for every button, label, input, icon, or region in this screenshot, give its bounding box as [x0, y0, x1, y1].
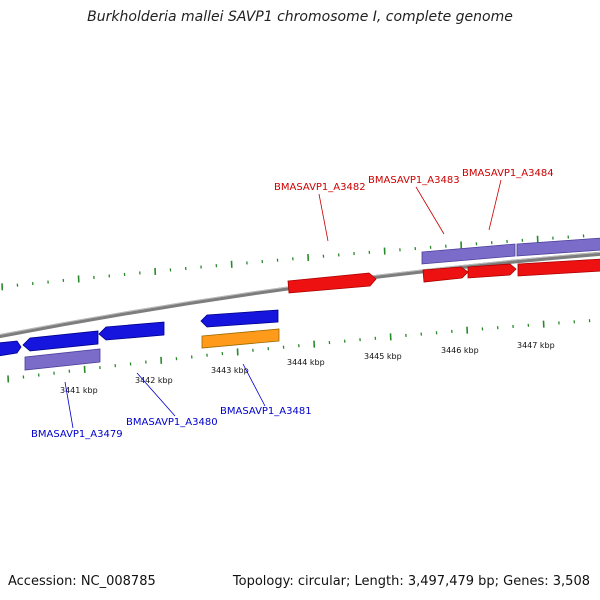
- forward-gene-labels: BMASAVP1_A3482 BMASAVP1_A3483 BMASAVP1_A…: [274, 168, 554, 242]
- cds-forward-A3484b[interactable]: [517, 258, 600, 277]
- scale-labels: 3441 kbp 3442 kbp 3443 kbp 3444 kbp 3445…: [60, 341, 555, 395]
- cds-forward-A3484a[interactable]: [467, 263, 517, 279]
- scale-label: 3442 kbp: [135, 376, 173, 385]
- cds-reverse-A3480[interactable]: [98, 321, 165, 341]
- scale-label: 3443 kbp: [211, 366, 249, 375]
- gene-feature-A3483[interactable]: [421, 243, 516, 265]
- map-title: Burkholderia mallei SAVP1 chromosome I, …: [87, 9, 513, 25]
- cds-reverse-A3481[interactable]: [200, 309, 279, 328]
- gene-feature-A3479[interactable]: [24, 348, 101, 371]
- gene-label-A3480[interactable]: BMASAVP1_A3480: [126, 417, 218, 428]
- cds-forward-A3483[interactable]: [422, 266, 469, 283]
- topology-summary: Topology: circular; Length: 3,497,479 bp…: [232, 574, 590, 589]
- cds-reverse-A3478[interactable]: [0, 340, 22, 357]
- label-leader: [318, 193, 329, 242]
- inner-tick-row: [7, 319, 591, 383]
- gene-label-A3483[interactable]: BMASAVP1_A3483: [368, 175, 460, 186]
- other-feature-A3481[interactable]: [201, 328, 280, 349]
- scale-label: 3445 kbp: [364, 352, 402, 361]
- cds-forward-A3482[interactable]: [287, 272, 377, 294]
- gene-feature-A3484[interactable]: [516, 237, 600, 257]
- label-leader: [415, 186, 445, 235]
- gene-label-A3482[interactable]: BMASAVP1_A3482: [274, 182, 366, 193]
- scale-label: 3444 kbp: [287, 358, 325, 367]
- scale-label: 3441 kbp: [60, 386, 98, 395]
- cds-reverse-A3479[interactable]: [22, 330, 99, 352]
- outer-tick-row: [1, 234, 585, 291]
- accession-text: Accession: NC_008785: [8, 574, 156, 589]
- scale-label: 3446 kbp: [441, 346, 479, 355]
- label-leader: [242, 363, 266, 407]
- gene-label-A3481[interactable]: BMASAVP1_A3481: [220, 406, 312, 417]
- gene-label-A3479[interactable]: BMASAVP1_A3479: [31, 429, 123, 440]
- label-leader: [64, 381, 74, 429]
- scale-label: 3447 kbp: [517, 341, 555, 350]
- reverse-gene-labels: BMASAVP1_A3479 BMASAVP1_A3480 BMASAVP1_A…: [31, 363, 312, 440]
- gene-label-A3484[interactable]: BMASAVP1_A3484: [462, 168, 554, 179]
- label-leader: [136, 372, 176, 417]
- label-leader: [488, 179, 502, 231]
